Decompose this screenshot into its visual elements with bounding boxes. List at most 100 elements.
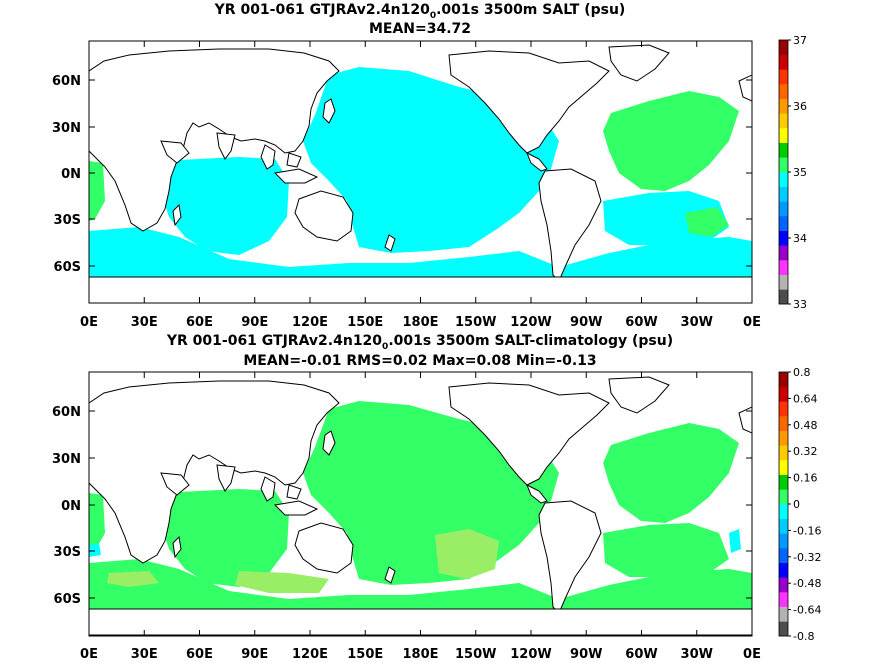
colorbar-swatch [779,460,788,475]
x-tick-label: 180E [402,647,438,662]
y-tick-label: 0N [61,167,81,182]
x-tick-label: 60E [186,315,213,330]
colorbar-swatch [779,142,788,158]
x-tick-label: 150W [455,647,496,662]
colorbar-swatch [779,274,788,290]
colorbar-swatch [779,98,788,114]
colorbar-label: 0 [793,498,800,511]
colorbar-swatch [779,577,788,593]
colorbar-label: -0.64 [793,604,821,617]
colorbar-swatch [779,230,788,246]
colorbar-swatch [779,416,788,431]
colorbar-swatch [779,401,788,417]
y-axis-top: 60N 30N 0N 30S 60S [52,74,752,275]
colorbar-bottom: 0.8 0.64 0.48 0.32 0.16 0 -0.16 -0.32 -0.48 -0.64… [778,366,821,643]
x-tick-label: 150E [347,647,383,662]
colorbar-swatch [779,201,788,217]
colorbar-swatch [779,606,788,622]
panel-top: YR 001-061 GTJRAv2.4n1200.001s 3500m SAL… [52,2,807,330]
colorbar-swatch [779,260,788,275]
x-tick-label: 0E [80,647,98,662]
colorbar-swatch [779,40,788,55]
colorbar-label: 0.32 [793,445,818,458]
y-tick-label: 30S [54,213,81,228]
x-tick-label: 90E [241,647,268,662]
x-tick-label: 180E [402,315,438,330]
panel-bottom-stats: MEAN=-0.01 RMS=0.02 Max=0.08 Min=-0.13 [243,353,596,369]
colorbar-label: 0.64 [793,392,818,405]
colorbar-swatch [779,216,788,231]
colorbar-swatch [779,157,788,173]
colorbar-swatch [779,518,788,534]
x-tick-label: 90E [241,315,268,330]
colorbar-label: 0.16 [793,472,818,485]
panel-top-stats: MEAN=34.72 [369,21,471,37]
x-tick-label: 150W [455,315,496,330]
colorbar-swatch [779,548,788,563]
x-tick-label: 60E [186,647,213,662]
colorbar-swatch [779,172,788,187]
colorbar-label: -0.32 [793,551,821,564]
y-tick-label: 60N [52,74,81,89]
x-tick-label: 120W [510,315,551,330]
colorbar-swatch [779,504,788,519]
y-tick-label: 60N [52,405,81,420]
y-tick-label: 0N [61,499,81,514]
y-tick-label: 30S [54,545,81,560]
colorbar-swatch [779,54,788,70]
x-tick-label: 120W [510,647,551,662]
colorbar-swatch [779,621,788,637]
panel-bottom: YR 001-061 GTJRAv2.4n1200.001s 3500m SAL… [52,333,821,662]
panel-bottom-title: YR 001-061 GTJRAv2.4n1200.001s 3500m SAL… [166,333,673,352]
map-top [89,41,752,303]
x-tick-label: 30E [131,315,158,330]
x-tick-label: 60W [625,315,657,330]
colorbar-label: 0.8 [793,366,811,379]
colorbar-swatch [779,386,788,402]
colorbar-swatch [779,84,788,99]
difference-field-bottom [89,401,752,609]
colorbar-top: 37 36 35 34 33 [778,34,807,311]
x-tick-label: 30E [131,647,158,662]
colorbar-label: 34 [793,232,807,245]
colorbar-label: 37 [793,34,807,47]
colorbar-label: 36 [793,100,807,113]
colorbar-swatch [779,430,788,446]
y-axis-bottom: 60N 30N 0N 30S 60S [52,405,752,607]
x-axis-bottom: 0E 30E 60E 90E 120E 150E 180E 150W 120W 90W 60W 30W… [80,372,761,662]
x-tick-label: 0E [80,315,98,330]
y-tick-label: 60S [54,592,81,607]
colorbar-label: 35 [793,166,807,179]
panel-top-title: YR 001-061 GTJRAv2.4n1200.001s 3500m SAL… [214,2,626,21]
colorbar-swatch [779,445,788,461]
y-tick-label: 60S [54,260,81,275]
colorbar-label: -0.48 [793,577,821,590]
x-tick-label: 90W [570,647,602,662]
x-tick-label: 30W [681,647,713,662]
x-tick-label: 0E [743,647,761,662]
x-tick-label: 60W [625,647,657,662]
colorbar-swatch [779,533,788,549]
colorbar-swatch [779,69,788,85]
colorbar-label: 0.48 [793,419,818,432]
colorbar-swatch [779,128,788,143]
colorbar-label: 33 [793,298,807,311]
colorbar-swatch [779,489,788,505]
colorbar-swatch [779,372,788,387]
colorbar-swatch [779,186,788,202]
colorbar-swatch [779,474,788,490]
y-tick-label: 30N [52,452,81,467]
colorbar-label: -0.16 [793,524,821,537]
y-tick-label: 30N [52,121,81,136]
colorbar-swatch [779,245,788,261]
colorbar-swatch [779,289,788,305]
x-tick-label: 120E [292,647,328,662]
x-tick-label: 30W [681,315,713,330]
x-tick-label: 120E [292,315,328,330]
x-tick-label: 0E [743,315,761,330]
x-tick-label: 150E [347,315,383,330]
x-tick-label: 90W [570,315,602,330]
colorbar-swatch [779,592,788,607]
x-axis-top: 0E 30E 60E 90E 120E 150E 180E 150W 120W 90W 60W 30W… [80,41,761,330]
